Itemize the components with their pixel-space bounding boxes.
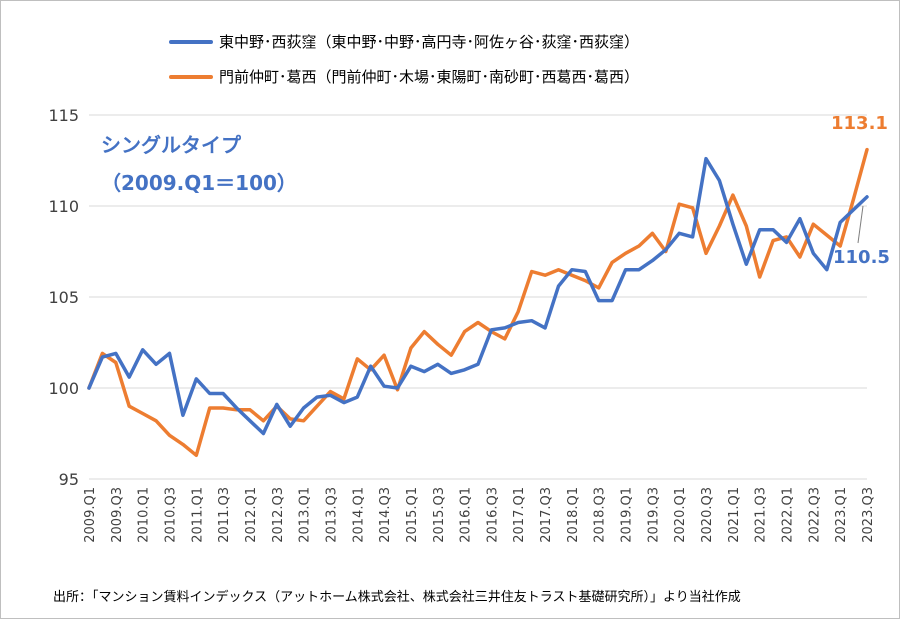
x-tick-label: 2012.Q1 [244,487,259,543]
x-tick-label: 2018.Q1 [566,487,581,543]
y-tick-label: 95 [59,470,79,489]
x-tick-label: 2023.Q3 [861,487,876,543]
series-lines [87,147,869,458]
x-tick-label: 2009.Q1 [83,487,98,543]
x-tick-label: 2016.Q3 [485,487,500,543]
x-tick-label: 2013.Q1 [298,487,313,543]
x-tick-label: 2020.Q3 [700,487,715,543]
x-tick-label: 2015.Q1 [405,487,420,543]
x-tick-label: 2019.Q1 [620,487,635,543]
x-tick-label: 2011.Q3 [217,487,232,543]
x-tick-label: 2021.Q3 [754,487,769,543]
x-tick-label: 2009.Q3 [110,487,125,543]
x-tick-label: 2012.Q3 [271,487,286,543]
x-tick-label: 2014.Q3 [378,487,393,543]
base-annotation: （2009.Q1＝100） [101,171,297,195]
x-tick-label: 2010.Q3 [163,487,178,543]
x-tick-label: 2011.Q1 [190,487,205,543]
x-tick-label: 2015.Q3 [432,487,447,543]
y-tick-label: 100 [48,379,79,398]
end-label-series1: 110.5 [833,247,890,268]
series-line-2 [87,147,869,458]
x-tick-label: 2020.Q1 [673,487,688,543]
legend-item-series2: 門前仲町･葛西（門前仲町･木場･東陽町･南砂町･西葛西･葛西） [169,66,639,87]
x-tick-label: 2019.Q3 [646,487,661,543]
y-tick-label: 105 [48,288,79,307]
x-tick-label: 2017.Q1 [512,487,527,543]
x-axis-tick-labels: 2009.Q1 2009.Q3 2010.Q1 2010.Q3 2011.Q1 2011.… [83,487,876,543]
x-tick-label: 2022.Q3 [807,487,822,543]
end-label-series2: 113.1 [831,113,888,134]
legend-label-series2: 門前仲町･葛西（門前仲町･木場･東陽町･南砂町･西葛西･葛西） [219,68,640,86]
x-tick-label: 2018.Q3 [593,487,608,543]
type-annotation: シングルタイプ [101,133,241,157]
x-tick-label: 2013.Q3 [324,487,339,543]
end-label-leader-line [857,205,864,244]
source-note: 出所：「マンション賃料インデックス（アットホーム株式会社、株式会社三井住友トラス… [53,590,741,605]
x-tick-label: 2022.Q1 [781,487,796,543]
y-tick-label: 110 [48,197,79,216]
x-tick-label: 2021.Q1 [727,487,742,543]
series-line-1 [87,156,869,436]
x-tick-label: 2010.Q1 [137,487,152,543]
legend-item-series1: 東中野･西荻窪（東中野･中野･高円寺･阿佐ヶ谷･荻窪･西荻窪） [169,31,639,52]
legend-swatch-series1 [169,39,213,44]
x-tick-label: 2017.Q3 [539,487,554,543]
y-axis-tick-labels: 95 100 105 110 115 [48,106,79,489]
x-tick-label: 2016.Q1 [459,487,474,543]
x-tick-label: 2023.Q1 [834,487,849,543]
legend-swatch-series2 [169,74,213,79]
legend-label-series1: 東中野･西荻窪（東中野･中野･高円寺･阿佐ヶ谷･荻窪･西荻窪） [219,33,640,51]
x-tick-label: 2014.Q1 [351,487,366,543]
y-tick-label: 115 [48,106,79,125]
